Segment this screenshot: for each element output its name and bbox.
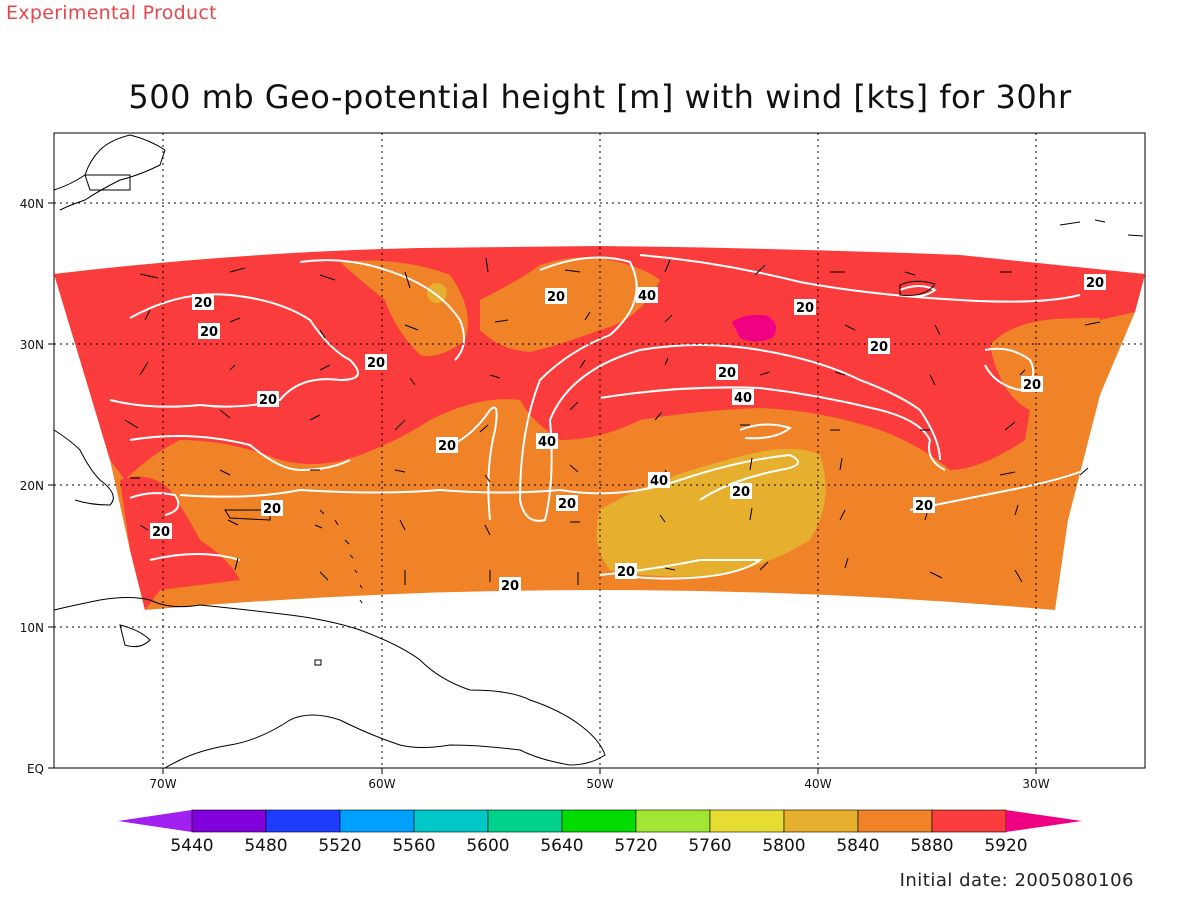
contour-label: 20 (365, 354, 387, 371)
svg-text:20: 20 (200, 325, 218, 340)
lat-label: 30N (20, 338, 44, 352)
contour-label: 20 (794, 299, 816, 316)
svg-text:20: 20 (558, 497, 576, 512)
legend-label: 5800 (762, 836, 805, 856)
lat-label: 10N (20, 621, 44, 635)
lon-label: 60W (368, 777, 395, 791)
contour-label: 40 (732, 389, 754, 406)
latitude-labels: 40N 30N 20N 10N EQ (20, 197, 44, 776)
wind-contours (109, 254, 1086, 580)
legend-arrow-high (1006, 810, 1082, 832)
legend-swatch (339, 809, 415, 833)
contour-label: 20 (436, 437, 458, 454)
legend-swatch (265, 809, 341, 833)
color-legend: 5440 5480 5520 5560 5600 5640 5720 5760 5800 5840… (118, 809, 1082, 856)
contour-label: 20 (868, 338, 890, 355)
contour-label: 20 (261, 500, 283, 517)
legend-swatch (191, 809, 267, 833)
lon-label: 50W (586, 777, 613, 791)
contour-label: 40 (648, 472, 670, 489)
contour-label: 20 (257, 391, 279, 408)
axis-ticks (48, 202, 1037, 774)
svg-text:40: 40 (538, 435, 556, 450)
caribbean-islands (314, 509, 363, 666)
chart-title: 500 mb Geo-potential height [m] with win… (128, 78, 1072, 116)
initial-date-label: Initial date: 2005080106 (899, 870, 1134, 891)
contour-label: 20 (1084, 274, 1106, 291)
legend-swatch (931, 809, 1007, 833)
contour-label: 20 (556, 495, 578, 512)
legend-label: 5760 (688, 836, 731, 856)
svg-text:20: 20 (367, 356, 385, 371)
height-field-gold-spot (427, 283, 447, 303)
lat-label: 40N (20, 197, 44, 211)
contour-label: 20 (192, 294, 214, 311)
coastlines (53, 134, 1144, 769)
svg-text:20: 20 (194, 296, 212, 311)
legend-label: 5840 (836, 836, 879, 856)
lon-label: 70W (149, 777, 176, 791)
legend-label: 5920 (984, 836, 1027, 856)
svg-text:20: 20 (1086, 276, 1104, 291)
contour-label: 20 (545, 288, 567, 305)
lat-label: EQ (27, 762, 44, 776)
svg-text:20: 20 (718, 366, 736, 381)
lat-label: 20N (20, 479, 44, 493)
svg-text:20: 20 (547, 290, 565, 305)
legend-swatch (635, 809, 711, 833)
wind-vectors (124, 257, 1101, 585)
svg-text:20: 20 (259, 393, 277, 408)
legend-swatch (561, 809, 637, 833)
height-field-gold (596, 448, 826, 577)
contour-label: 20 (499, 577, 521, 594)
svg-text:20: 20 (617, 565, 635, 580)
longitude-labels: 70W 60W 50W 40W 30W (149, 777, 1049, 791)
legend-label: 5480 (244, 836, 287, 856)
height-field-orange-inner2 (480, 257, 660, 352)
svg-text:20: 20 (870, 340, 888, 355)
svg-text:20: 20 (1023, 378, 1041, 393)
legend-label: 5520 (318, 836, 361, 856)
legend-label: 5720 (614, 836, 657, 856)
legend-label: 5880 (910, 836, 953, 856)
contour-label: 40 (536, 433, 558, 450)
height-field-magenta (732, 314, 777, 342)
svg-text:40: 40 (734, 391, 752, 406)
legend-label: 5440 (170, 836, 213, 856)
height-field-red-southwest (120, 476, 240, 610)
svg-text:20: 20 (152, 525, 170, 540)
contour-label: 40 (636, 287, 658, 304)
svg-text:20: 20 (263, 502, 281, 517)
lon-label: 30W (1022, 777, 1049, 791)
svg-text:40: 40 (650, 474, 668, 489)
contour-label: 20 (730, 483, 752, 500)
graticule (54, 133, 1145, 768)
legend-label: 5560 (392, 836, 435, 856)
contour-label: 20 (198, 323, 220, 340)
legend-swatch (709, 809, 785, 833)
legend-label: 5640 (540, 836, 583, 856)
contour-label: 20 (913, 497, 935, 514)
experimental-product-label: Experimental Product (6, 2, 217, 24)
legend-swatch (487, 809, 563, 833)
contour-value-labels: 20 20 20 20 20 40 20 20 40 20 20 40 20 4… (150, 274, 1106, 594)
svg-text:20: 20 (796, 301, 814, 316)
legend-arrow-low (118, 810, 192, 832)
legend-swatch (857, 809, 933, 833)
svg-text:40: 40 (638, 289, 656, 304)
svg-text:20: 20 (438, 439, 456, 454)
contour-label: 20 (1021, 376, 1043, 393)
height-field-orange-inner3 (990, 317, 1100, 410)
legend-swatch (413, 809, 489, 833)
contour-label: 20 (615, 563, 637, 580)
svg-text:20: 20 (915, 499, 933, 514)
svg-text:20: 20 (501, 579, 519, 594)
svg-text:20: 20 (732, 485, 750, 500)
legend-swatch (783, 809, 859, 833)
legend-label: 5600 (466, 836, 509, 856)
contour-label: 20 (716, 364, 738, 381)
lon-label: 40W (804, 777, 831, 791)
contour-label: 20 (150, 523, 172, 540)
